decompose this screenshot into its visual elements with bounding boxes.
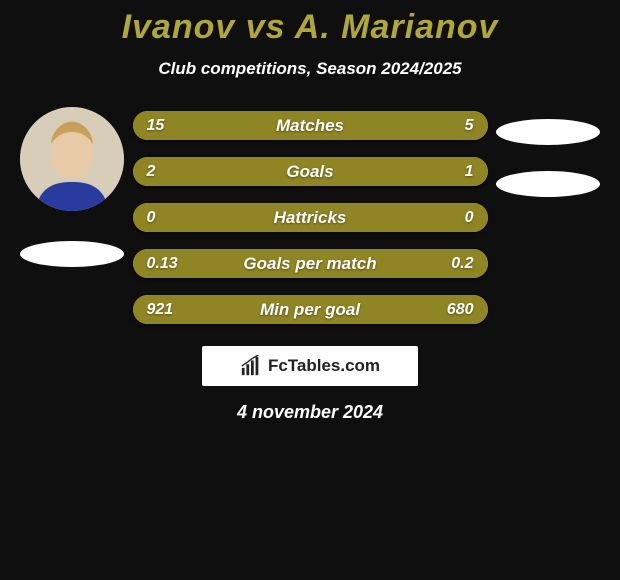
stat-bar-mpg: 921 Min per goal 680 bbox=[133, 295, 488, 324]
stat-bar-gpm: 0.13 Goals per match 0.2 bbox=[133, 249, 488, 278]
stat-bar-goals: 2 Goals 1 bbox=[133, 157, 488, 186]
avatar-icon bbox=[20, 107, 124, 211]
player-right-column bbox=[496, 107, 601, 197]
brand-text: FcTables.com bbox=[268, 356, 380, 376]
player-right-flag-1 bbox=[496, 119, 600, 145]
stat-label: Goals per match bbox=[133, 249, 488, 278]
stat-value-right: 0.2 bbox=[451, 249, 473, 278]
stat-value-right: 1 bbox=[465, 157, 474, 186]
player-right-flag-2 bbox=[496, 171, 600, 197]
chart-icon bbox=[240, 355, 262, 377]
comparison-card: Ivanov vs A. Marianov Club competitions,… bbox=[0, 0, 620, 423]
player-left-flag bbox=[20, 241, 124, 267]
player-left-photo bbox=[20, 107, 124, 211]
comparison-row: 15 Matches 5 2 Goals 1 0 Hattricks 0 bbox=[0, 107, 620, 324]
stat-label: Goals bbox=[133, 157, 488, 186]
stat-value-right: 5 bbox=[465, 111, 474, 140]
stat-label: Hattricks bbox=[133, 203, 488, 232]
page-subtitle: Club competitions, Season 2024/2025 bbox=[0, 59, 620, 79]
footer-date: 4 november 2024 bbox=[0, 402, 620, 423]
stat-bar-matches: 15 Matches 5 bbox=[133, 111, 488, 140]
stats-bars: 15 Matches 5 2 Goals 1 0 Hattricks 0 bbox=[133, 107, 488, 324]
stat-value-right: 0 bbox=[465, 203, 474, 232]
stat-label: Matches bbox=[133, 111, 488, 140]
stat-label: Min per goal bbox=[133, 295, 488, 324]
brand-logo: FcTables.com bbox=[202, 346, 418, 386]
stat-bar-hattricks: 0 Hattricks 0 bbox=[133, 203, 488, 232]
page-title: Ivanov vs A. Marianov bbox=[0, 8, 620, 47]
player-left-column bbox=[20, 107, 125, 267]
stat-value-right: 680 bbox=[447, 295, 474, 324]
